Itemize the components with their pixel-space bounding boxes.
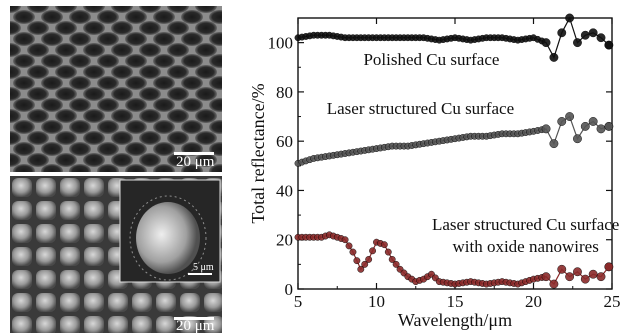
data-point [573,134,582,144]
data-point [557,264,567,274]
x-tick-label: 10 [368,292,385,311]
chart-axes: 5 10 15 20 25 0 20 40 60 80 100 Wavelength/μm Total … [248,17,621,330]
y-tick-label: 0 [285,280,294,299]
data-point [541,124,551,134]
chart-labels: Polished Cu surface Laser structured Cu s… [327,50,620,256]
series-3 [294,231,614,289]
data-point [341,236,349,244]
x-tick-label: 5 [294,292,303,311]
data-point [565,13,575,23]
inset-micrograph: 5 μm [119,179,221,283]
data-point [392,260,400,268]
data-point [596,33,606,43]
data-point [349,248,357,256]
y-tick-label: 60 [276,132,293,151]
x-tick-label: 25 [604,292,621,311]
chart-series [294,13,614,289]
annotation-label: with oxide nanowires [452,237,598,256]
data-point [604,121,614,131]
data-point [380,241,388,249]
data-point [541,38,551,48]
y-axis-label: Total reflectance/% [248,83,268,223]
x-axis-label: Wavelength/μm [398,310,512,330]
sem-image-top: 20 μm [10,6,222,172]
data-point [580,274,590,284]
scale-bar [174,317,214,320]
x-tick-label: 20 [525,292,542,311]
data-point [557,117,567,126]
annotation-label: Laser structured Cu surface [327,99,514,118]
y-tick-label: 40 [276,181,293,200]
data-point [541,272,551,282]
data-point [604,40,614,50]
inset-scale-label: 5 μm [193,262,214,273]
data-point [549,279,559,289]
data-point [565,112,575,121]
data-point [588,269,598,279]
sem-texture-bottom: 5 μm 20 μm [10,176,222,333]
data-point [549,52,559,62]
sem-texture-top: 20 μm [10,6,222,172]
y-tick-label: 80 [276,83,293,102]
annotation-label: Polished Cu surface [363,50,499,69]
scale-bar-label: 20 μm [176,318,215,333]
sem-image-bottom: 5 μm 20 μm [10,176,222,333]
data-point [573,267,582,277]
data-point [596,272,606,282]
scale-bar [174,152,214,155]
scale-bar-label: 20 μm [176,154,215,170]
data-point [388,255,396,263]
y-tick-label: 100 [268,34,294,53]
data-point [573,38,582,48]
data-point [580,30,590,40]
data-point [580,121,590,131]
data-point [588,117,598,126]
data-point [345,242,353,250]
series-1 [294,13,614,62]
data-point [357,265,365,273]
data-point [365,255,373,263]
data-point [565,272,575,282]
data-point [588,28,598,38]
data-point [549,139,559,149]
data-point [596,124,606,134]
data-point [604,262,614,272]
annotation-label: Laser structured Cu surface [432,215,619,234]
data-point [369,247,377,255]
x-tick-label: 15 [447,292,464,311]
series-2 [294,112,614,167]
reflectance-chart: 5 10 15 20 25 0 20 40 60 80 100 Wavelength/μm Total … [248,13,621,330]
data-point [557,28,567,38]
data-point [353,257,361,265]
y-tick-label: 20 [276,231,293,250]
data-point [384,248,392,256]
data-point [361,260,369,268]
